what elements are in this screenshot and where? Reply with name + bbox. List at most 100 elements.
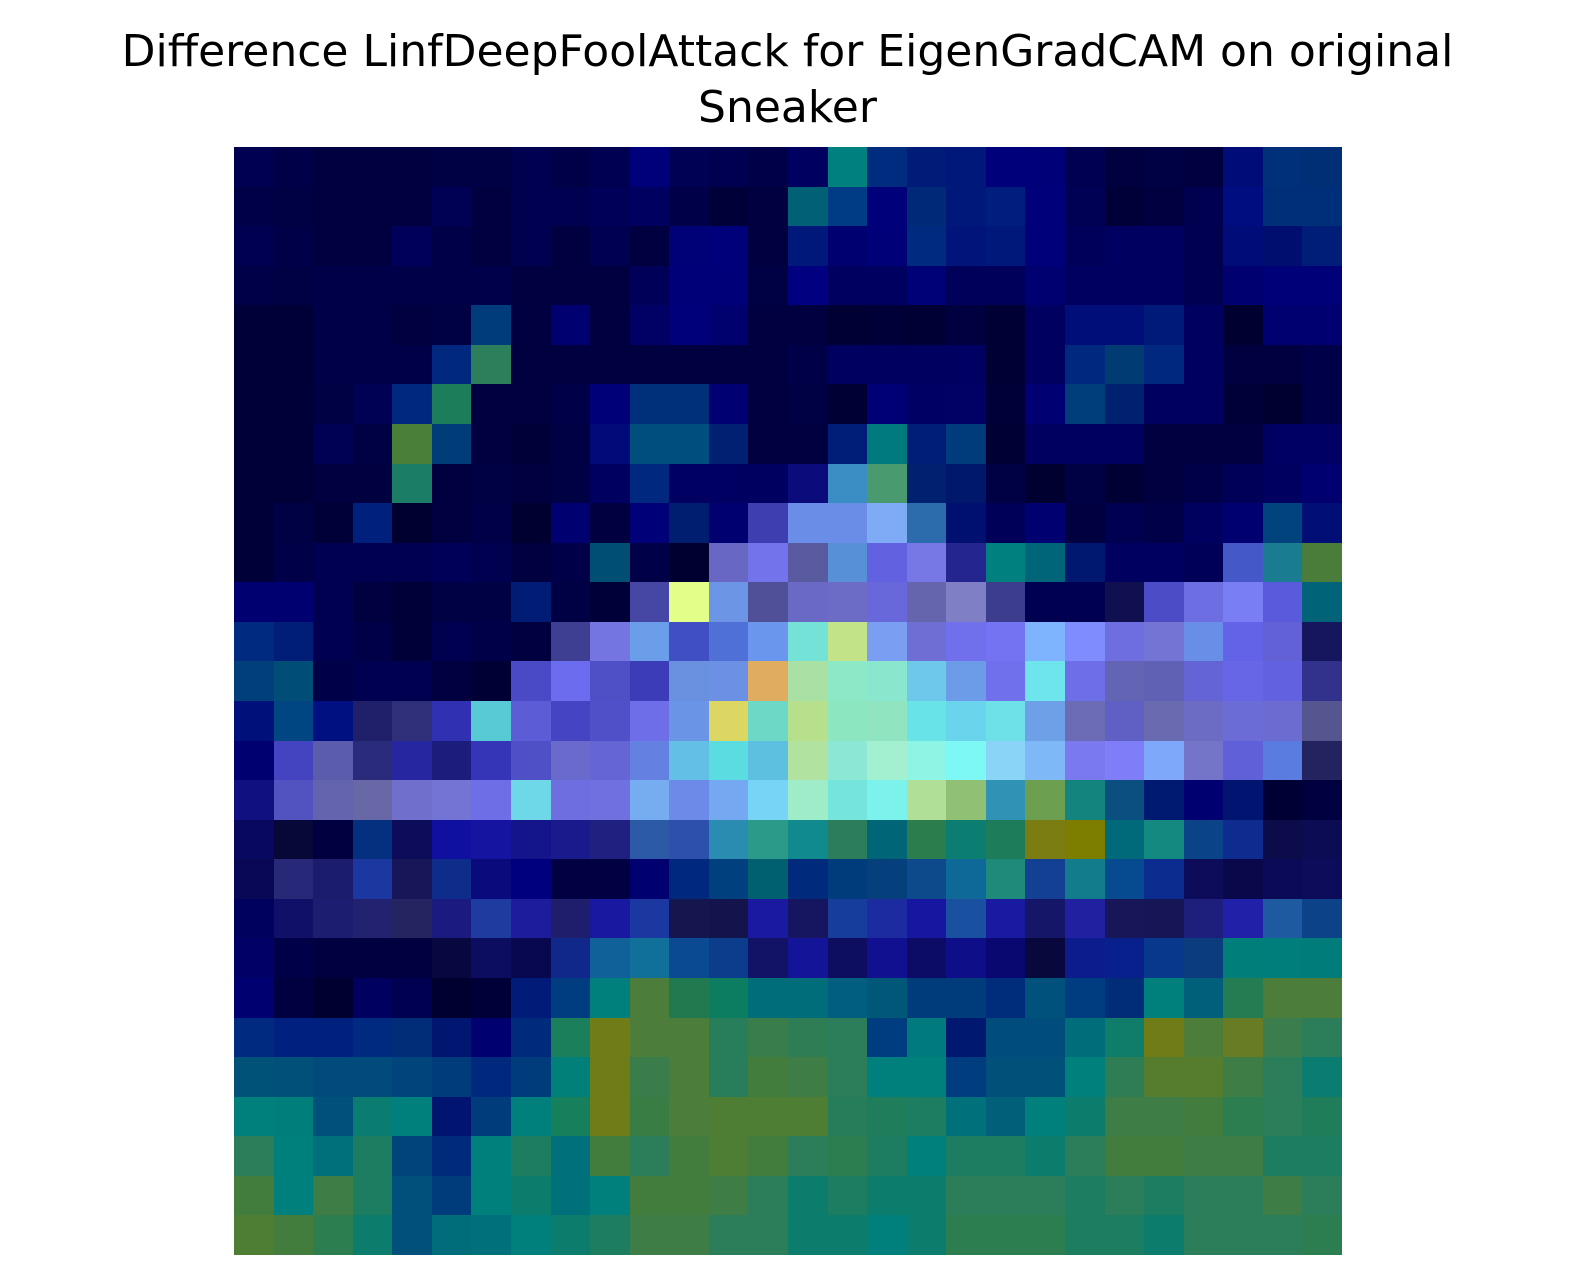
heatmap-cell-r24-c22 — [1104, 1096, 1145, 1137]
heatmap-cell-r11-c25 — [1223, 582, 1263, 622]
heatmap-cell-r6-c24 — [1183, 384, 1224, 424]
heatmap-cell-r11-c20 — [1025, 582, 1065, 622]
heatmap-cell-r16-c17 — [906, 780, 947, 820]
heatmap-cell-r8-c7 — [511, 463, 551, 504]
heatmap-cell-r4-c23 — [1144, 305, 1184, 345]
heatmap-cell-r7-c19 — [985, 424, 1026, 464]
heatmap-cell-r19-c23 — [1144, 898, 1184, 939]
heatmap-cell-r26-c21 — [1065, 1175, 1105, 1216]
heatmap-cell-r0-c13 — [748, 147, 788, 187]
heatmap-cell-r11-c19 — [985, 582, 1026, 622]
heatmap-cell-r12-c27 — [1302, 621, 1342, 662]
heatmap-cell-r17-c27 — [1302, 819, 1342, 860]
heatmap-cell-r2-c5 — [431, 226, 472, 266]
heatmap-cell-r9-c21 — [1065, 503, 1105, 543]
heatmap-cell-r3-c3 — [352, 265, 393, 306]
heatmap-cell-r21-c23 — [1144, 978, 1184, 1018]
heatmap-cell-r1-c24 — [1183, 186, 1224, 227]
heatmap-cell-r6-c20 — [1025, 384, 1065, 424]
heatmap-cell-r21-c5 — [431, 978, 472, 1018]
heatmap-cell-r20-c13 — [748, 938, 788, 978]
heatmap-cell-r13-c4 — [392, 661, 432, 701]
heatmap-cell-r20-c2 — [313, 938, 353, 978]
heatmap-cell-r9-c14 — [788, 503, 828, 543]
heatmap-cell-r13-c16 — [867, 661, 907, 701]
heatmap-cell-r21-c26 — [1262, 978, 1303, 1018]
heatmap-cell-r14-c12 — [708, 701, 749, 741]
heatmap-cell-r25-c15 — [827, 1136, 868, 1176]
heatmap-cell-r27-c11 — [669, 1215, 709, 1255]
heatmap-cell-r21-c0 — [234, 978, 274, 1018]
heatmap-cell-r9-c12 — [708, 503, 749, 543]
heatmap-cell-r3-c6 — [471, 265, 511, 306]
heatmap-cell-r9-c10 — [629, 503, 670, 543]
heatmap-cell-r2-c27 — [1302, 226, 1342, 266]
heatmap-cell-r16-c18 — [946, 780, 986, 820]
heatmap-cell-r14-c1 — [273, 701, 314, 741]
heatmap-cell-r25-c14 — [788, 1136, 828, 1176]
heatmap-cell-r23-c27 — [1302, 1057, 1342, 1097]
heatmap-cell-r4-c27 — [1302, 305, 1342, 345]
heatmap-cell-r19-c5 — [431, 898, 472, 939]
heatmap-cell-r0-c18 — [946, 147, 986, 187]
heatmap-cell-r6-c21 — [1065, 384, 1105, 424]
heatmap-cell-r19-c10 — [629, 898, 670, 939]
heatmap-cell-r18-c27 — [1302, 859, 1342, 899]
heatmap-cell-r15-c17 — [906, 740, 947, 781]
heatmap-cell-r11-c26 — [1262, 582, 1303, 622]
heatmap-cell-r2-c10 — [629, 226, 670, 266]
heatmap-cell-r21-c24 — [1183, 978, 1224, 1018]
heatmap-cell-r9-c23 — [1144, 503, 1184, 543]
heatmap-cell-r7-c1 — [273, 424, 314, 464]
heatmap-cell-r17-c13 — [748, 819, 788, 860]
heatmap-cell-r13-c0 — [234, 661, 274, 701]
heatmap-cell-r14-c13 — [748, 701, 788, 741]
heatmap-cell-r9-c6 — [471, 503, 511, 543]
heatmap-cell-r1-c10 — [629, 186, 670, 227]
heatmap-cell-r24-c19 — [985, 1096, 1026, 1137]
heatmap-cell-r11-c3 — [352, 582, 393, 622]
heatmap-cell-r25-c17 — [906, 1136, 947, 1176]
heatmap-cell-r4-c0 — [234, 305, 274, 345]
heatmap-cell-r1-c18 — [946, 186, 986, 227]
heatmap-cell-r8-c8 — [550, 463, 591, 504]
heatmap-cell-r8-c0 — [234, 463, 274, 504]
heatmap-cell-r9-c24 — [1183, 503, 1224, 543]
heatmap-cell-r26-c15 — [827, 1175, 868, 1216]
heatmap-cell-r1-c12 — [708, 186, 749, 227]
heatmap-cell-r9-c13 — [748, 503, 788, 543]
heatmap-cell-r10-c7 — [511, 542, 551, 583]
heatmap-cell-r2-c0 — [234, 226, 274, 266]
heatmap-cell-r23-c26 — [1262, 1057, 1303, 1097]
heatmap-cell-r21-c27 — [1302, 978, 1342, 1018]
heatmap-cell-r7-c13 — [748, 424, 788, 464]
heatmap-cell-r13-c25 — [1223, 661, 1263, 701]
heatmap-cell-r21-c10 — [629, 978, 670, 1018]
heatmap-cell-r27-c25 — [1223, 1215, 1263, 1255]
heatmap-cell-r1-c26 — [1262, 186, 1303, 227]
heatmap-cell-r10-c5 — [431, 542, 472, 583]
heatmap-cell-r23-c6 — [471, 1057, 511, 1097]
heatmap-cell-r14-c25 — [1223, 701, 1263, 741]
heatmap-cell-r23-c9 — [590, 1057, 630, 1097]
heatmap-cell-r7-c10 — [629, 424, 670, 464]
heatmap-cell-r9-c0 — [234, 503, 274, 543]
heatmap-cell-r26-c13 — [748, 1175, 788, 1216]
heatmap-cell-r1-c1 — [273, 186, 314, 227]
heatmap-cell-r26-c9 — [590, 1175, 630, 1216]
heatmap-cell-r12-c22 — [1104, 621, 1145, 662]
heatmap-cell-r5-c12 — [708, 344, 749, 385]
heatmap-cell-r10-c25 — [1223, 542, 1263, 583]
heatmap-cell-r26-c1 — [273, 1175, 314, 1216]
heatmap-cell-r21-c16 — [867, 978, 907, 1018]
heatmap-cell-r2-c16 — [867, 226, 907, 266]
heatmap-cell-r7-c20 — [1025, 424, 1065, 464]
heatmap-cell-r16-c14 — [788, 780, 828, 820]
heatmap-cell-r12-c24 — [1183, 621, 1224, 662]
heatmap-cell-r3-c16 — [867, 265, 907, 306]
heatmap-cell-r15-c12 — [708, 740, 749, 781]
heatmap-cell-r15-c9 — [590, 740, 630, 781]
heatmap-cell-r5-c27 — [1302, 344, 1342, 385]
heatmap-cell-r0-c0 — [234, 147, 274, 187]
heatmap-cell-r25-c20 — [1025, 1136, 1065, 1176]
